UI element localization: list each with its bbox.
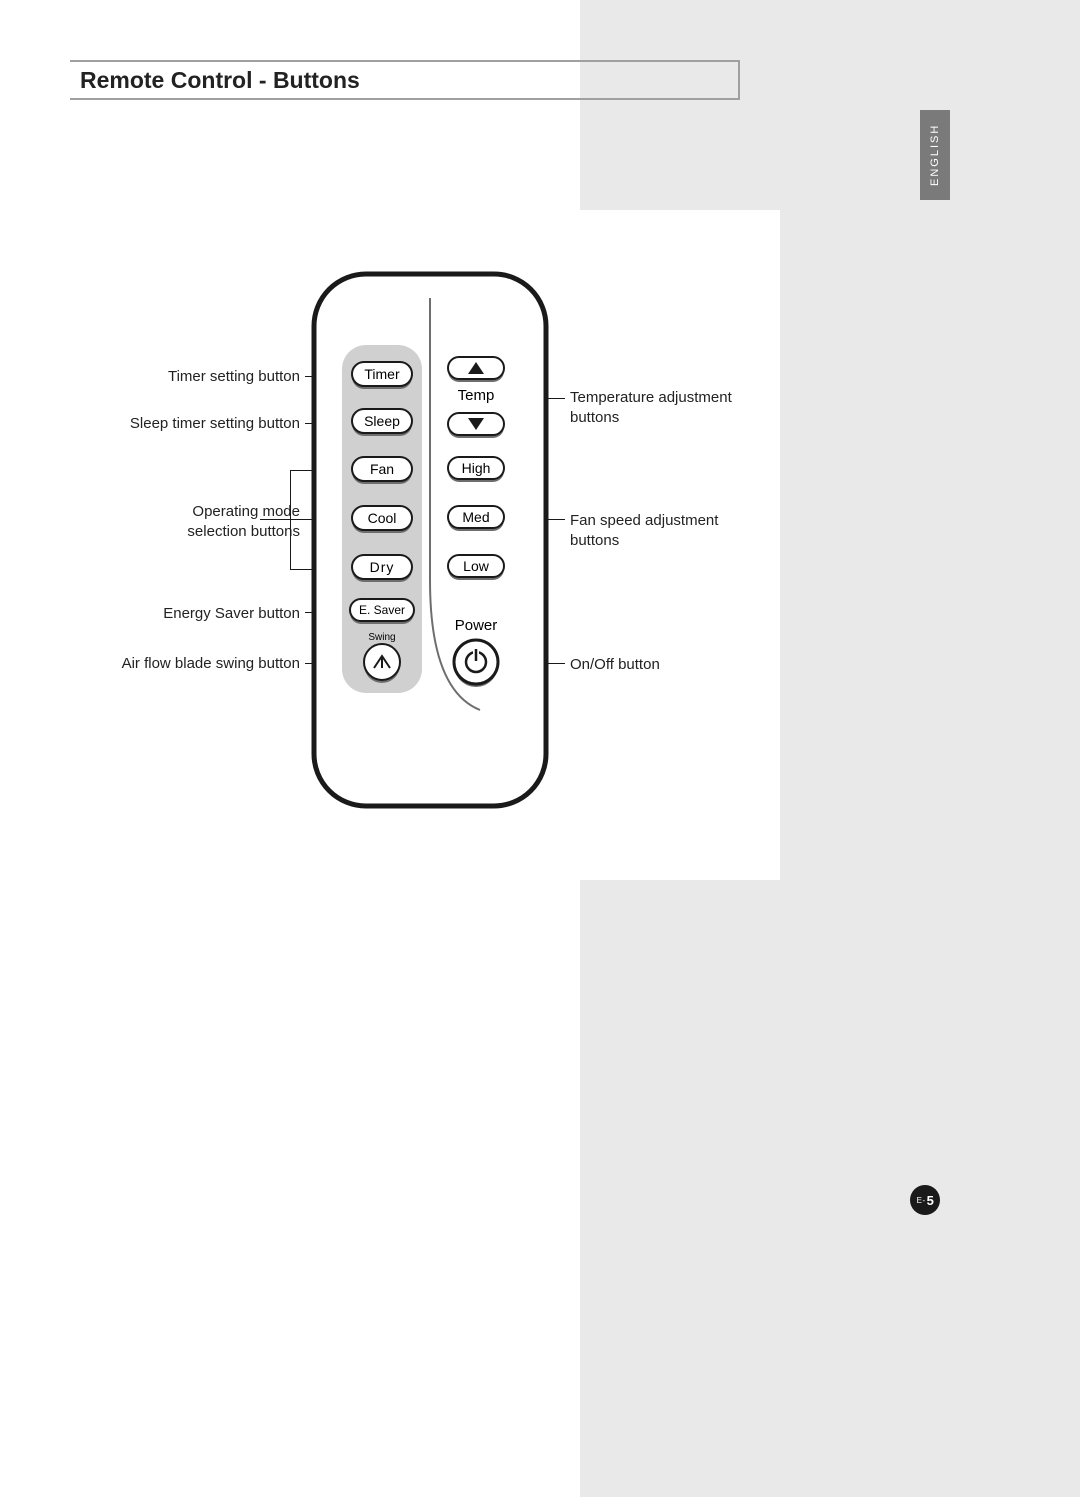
remote-dry-button: Dry <box>370 559 395 575</box>
remote-timer-button: Timer <box>364 366 400 382</box>
remote-temp-label: Temp <box>458 387 495 404</box>
callout-temp-line1: Temperature adjustment <box>570 388 732 408</box>
page-title: Remote Control - Buttons <box>80 67 360 94</box>
remote-control-svg: Timer Sleep Fan Cool Dry E. Saver Swing <box>310 270 550 810</box>
remote-diagram: Timer setting button Sleep timer setting… <box>60 270 800 830</box>
remote-esaver-button: E. Saver <box>359 603 405 617</box>
remote-power-label: Power <box>455 617 498 634</box>
remote-fan-button: Fan <box>370 461 394 477</box>
page-number: 5 <box>927 1193 935 1208</box>
callout-esaver: Energy Saver button <box>163 604 300 624</box>
leader-line <box>260 519 290 520</box>
remote-med-button: Med <box>462 509 489 525</box>
remote-swing-label: Swing <box>368 632 395 643</box>
callout-mode-line2: selection buttons <box>187 522 300 542</box>
page-number-badge: E-5 <box>910 1185 940 1215</box>
title-bar: Remote Control - Buttons <box>70 60 740 100</box>
callout-fanspeed-line2: buttons <box>570 531 619 551</box>
remote-cool-button: Cool <box>368 510 397 526</box>
callout-fanspeed-line1: Fan speed adjustment <box>570 511 718 531</box>
callout-swing: Air flow blade swing button <box>122 654 300 674</box>
language-tab: ENGLISH <box>920 110 950 200</box>
page-prefix: E- <box>917 1196 926 1205</box>
remote-sleep-button: Sleep <box>364 413 400 429</box>
callout-timer: Timer setting button <box>168 367 300 387</box>
callout-sleep: Sleep timer setting button <box>130 414 300 434</box>
leader-line <box>290 470 291 570</box>
remote-low-button: Low <box>463 558 490 574</box>
remote-high-button: High <box>462 460 491 476</box>
callout-temp-line2: buttons <box>570 408 619 428</box>
callout-power: On/Off button <box>570 655 660 675</box>
